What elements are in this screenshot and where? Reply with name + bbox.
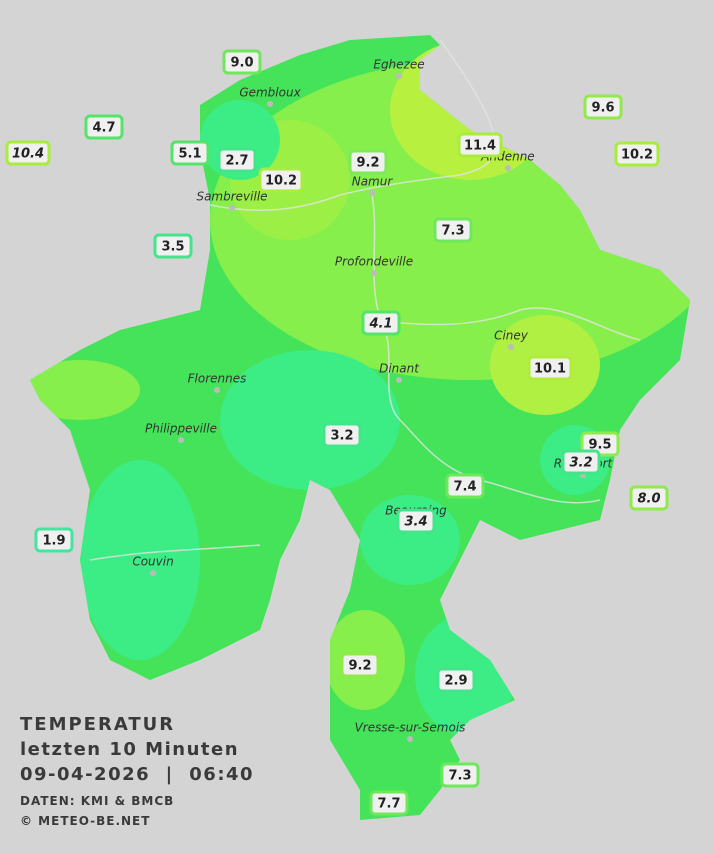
station-value: 10.4: [12, 147, 44, 162]
station-value: 10.1: [534, 362, 566, 377]
legend-source: DATEN: KMI & BMCB: [20, 794, 174, 808]
station-box: [583, 94, 623, 120]
station-box: [396, 508, 436, 534]
station-box: [222, 49, 262, 75]
city-dot: [178, 437, 184, 443]
city-label: Gembloux: [239, 86, 301, 100]
city-label: Philippeville: [145, 422, 217, 436]
city-dot: [407, 736, 413, 742]
station-box: [445, 473, 485, 499]
city-label: Couvin: [132, 555, 173, 569]
station-value: 7.4: [453, 480, 476, 495]
station-value: 5.1: [178, 147, 201, 162]
station-value: 7.3: [441, 224, 464, 239]
station-value: 7.3: [448, 769, 471, 784]
station-value: 3.2: [569, 456, 592, 471]
station-value: 2.9: [444, 674, 467, 689]
station-box: [217, 147, 257, 173]
station-box: [457, 132, 503, 158]
station-value: 8.0: [637, 492, 660, 507]
station-value: 3.2: [330, 429, 353, 444]
city-label: Namur: [352, 175, 394, 189]
station-box: [34, 527, 74, 553]
station-box: [340, 652, 380, 678]
station-box: [614, 141, 660, 167]
station-value: 10.2: [621, 148, 653, 163]
station-value: 9.0: [230, 56, 253, 71]
station-value: 1.9: [42, 534, 65, 549]
city-dot: [369, 190, 375, 196]
station-value: 9.5: [588, 438, 611, 453]
city-label: Profondeville: [335, 255, 413, 269]
station-box: [258, 167, 304, 193]
station-box: [84, 114, 124, 140]
station-value: 7.7: [377, 797, 400, 812]
station-box: [433, 217, 473, 243]
legend-datetime: 09-04-2026 | 06:40: [20, 764, 254, 785]
city-label: Eghezee: [373, 58, 424, 72]
city-dot: [214, 387, 220, 393]
legend-title: TEMPERATUR: [20, 714, 175, 735]
station-value: 3.4: [404, 515, 427, 530]
city-label: Dinant: [379, 362, 420, 376]
city-dot: [371, 270, 377, 276]
station-box: [561, 449, 601, 475]
city-dot: [229, 205, 235, 211]
station-value: 9.6: [591, 101, 614, 116]
station-box: [322, 422, 362, 448]
legend-copyright: © METEO-BE.NET: [20, 814, 150, 828]
station-value: 9.2: [356, 156, 379, 171]
city-dot: [150, 570, 156, 576]
city-label: Sambreville: [196, 190, 267, 204]
station-value: 2.7: [225, 154, 248, 169]
city-label: Ciney: [494, 329, 529, 343]
station-box: [369, 790, 409, 816]
station-value: 9.2: [348, 659, 371, 674]
station-box: [436, 667, 476, 693]
city-dot: [505, 165, 511, 171]
station-box: [153, 233, 193, 259]
station-value: 10.2: [265, 174, 297, 189]
station-box: [361, 310, 401, 336]
station-box: [170, 140, 210, 166]
station-box: [629, 485, 669, 511]
city-label: Florennes: [188, 372, 247, 386]
station-box: [348, 149, 388, 175]
city-dot: [267, 101, 273, 107]
station-box: [5, 140, 51, 166]
city-dot: [508, 344, 514, 350]
station-value: 3.5: [161, 240, 184, 255]
station-value: 11.4: [464, 139, 496, 154]
station-box: [527, 355, 573, 381]
station-value: 4.1: [368, 317, 392, 332]
city-dot: [396, 73, 402, 79]
legend-period: letzten 10 Minuten: [20, 739, 239, 760]
city-dot: [396, 377, 402, 383]
station-box: [440, 762, 480, 788]
station-value: 4.7: [92, 121, 115, 136]
city-label: Vresse-sur-Semois: [355, 721, 466, 735]
